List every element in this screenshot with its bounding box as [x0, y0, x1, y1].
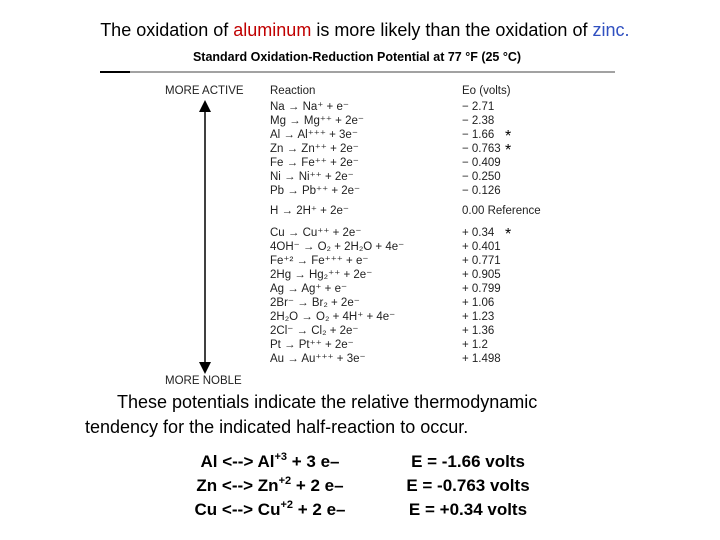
species: Zn <--> Zn — [196, 476, 278, 495]
reaction: Ag → Ag⁺ + e⁻ — [270, 283, 347, 295]
reaction: Fe → Fe⁺⁺ + 2e⁻ — [270, 157, 359, 169]
title-part: is more likely than the oxidation of — [311, 20, 592, 40]
reaction: Al → Al⁺⁺⁺ + 3e⁻ — [270, 129, 358, 141]
reaction: Ni → Ni⁺⁺ + 2e⁻ — [270, 171, 354, 183]
marker: * — [505, 142, 511, 159]
column-header: Eo (volts) — [462, 85, 511, 97]
potential: + 0.799 — [462, 283, 501, 295]
potential: + 1.06 — [462, 297, 494, 309]
potential: + 1.23 — [462, 311, 494, 323]
potential: − 2.38 — [462, 115, 494, 127]
potential: E = +0.34 volts — [409, 500, 527, 519]
reaction: Zn → Zn⁺⁺ + 2e⁻ — [270, 143, 359, 155]
reaction: Au → Au⁺⁺⁺ + 3e⁻ — [270, 353, 366, 365]
reaction: H → 2H⁺ + 2e⁻ — [270, 205, 349, 217]
reaction: Cu → Cu⁺⁺ + 2e⁻ — [270, 227, 361, 239]
equations: Al <--> Al+3 + 3 e– E = -1.66 volts Zn <--… — [195, 451, 530, 519]
arrow-head — [199, 100, 211, 112]
electrons: + 3 e– — [287, 452, 339, 471]
potential: 0.00 Reference — [462, 205, 541, 217]
marker: * — [505, 226, 511, 243]
column-header: Reaction — [270, 85, 315, 97]
reaction: Pb → Pb⁺⁺ + 2e⁻ — [270, 185, 360, 197]
arrow-head — [199, 362, 211, 374]
note-line: These potentials indicate the relative t… — [117, 392, 537, 412]
note-line: tendency for the indicated half-reaction… — [85, 417, 468, 437]
reaction: 4OH⁻ → O₂ + 2H₂O + 4e⁻ — [270, 241, 404, 253]
reaction: Na → Na⁺ + e⁻ — [270, 101, 349, 113]
charge: +2 — [280, 499, 293, 511]
potential: E = -0.763 volts — [406, 476, 529, 495]
charge: +2 — [279, 475, 292, 487]
reaction: 2Br⁻ → Br₂ + 2e⁻ — [270, 297, 360, 309]
title-part: The oxidation of — [100, 20, 233, 40]
reaction: Fe⁺² → Fe⁺⁺⁺ + e⁻ — [270, 255, 368, 267]
charge: +3 — [274, 451, 287, 463]
potential: − 1.66 — [462, 129, 494, 141]
electrons: + 2 e– — [291, 476, 343, 495]
potential: − 2.71 — [462, 101, 494, 113]
slide-title: The oxidation of aluminum is more likely… — [76, 20, 645, 40]
table-rows: Na → Na⁺ + e⁻ − 2.71 Mg → Mg⁺⁺ + 2e⁻ − 2.38… — [270, 101, 541, 365]
reaction: 2Cl⁻ → Cl₂ + 2e⁻ — [270, 325, 359, 337]
equation: Zn <--> Zn+2 + 2 e– — [196, 475, 343, 495]
title-highlight: zinc. — [592, 20, 629, 40]
potential: E = -1.66 volts — [411, 452, 525, 471]
more-active: MORE ACTIVE — [165, 85, 244, 97]
potential: − 0.250 — [462, 171, 501, 183]
potential: + 0.34 — [462, 227, 495, 239]
table-title: Standard Oxidation-Reduction Potential a… — [193, 50, 521, 64]
potential: + 0.771 — [462, 255, 501, 267]
potential: + 0.905 — [462, 269, 501, 281]
potential: + 1.498 — [462, 353, 501, 365]
species: Al <--> Al — [200, 452, 274, 471]
more-noble: MORE NOBLE — [165, 375, 242, 387]
potential: − 0.126 — [462, 185, 501, 197]
electrons: + 2 e– — [293, 500, 345, 519]
potential: − 0.409 — [462, 157, 501, 169]
potential: + 0.401 — [462, 241, 501, 253]
equation: Al <--> Al+3 + 3 e– — [200, 451, 339, 471]
species: Cu <--> Cu — [195, 500, 281, 519]
reaction: Mg → Mg⁺⁺ + 2e⁻ — [270, 115, 364, 127]
reaction: 2H₂O → O₂ + 4H⁺ + 4e⁻ — [270, 311, 395, 323]
potential: + 1.36 — [462, 325, 494, 337]
reaction: 2Hg → Hg₂⁺⁺ + 2e⁻ — [270, 269, 372, 281]
title-highlight: aluminum — [233, 20, 311, 40]
potential: + 1.2 — [462, 339, 488, 351]
reaction: Pt → Pt⁺⁺ + 2e⁻ — [270, 339, 354, 351]
marker: * — [505, 128, 511, 145]
equation: Cu <--> Cu+2 + 2 e– — [195, 499, 346, 519]
potential: − 0.763 — [462, 143, 501, 155]
